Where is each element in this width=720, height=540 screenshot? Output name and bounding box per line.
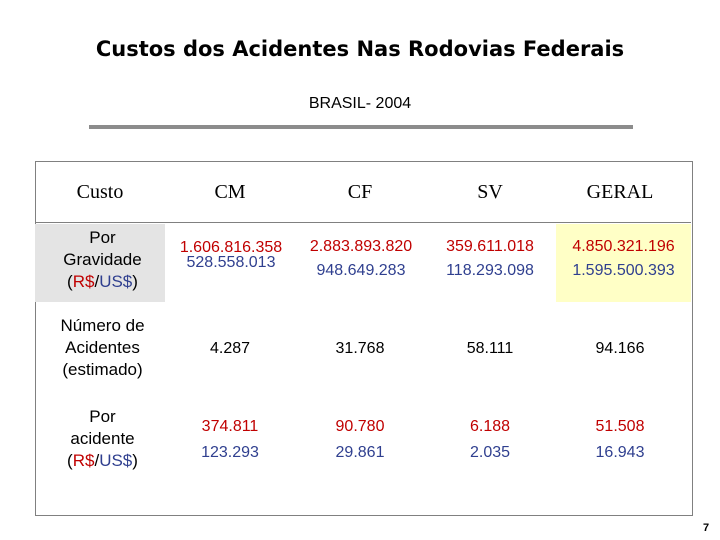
row-label-line: Gravidade bbox=[63, 250, 142, 269]
row-label-line: (estimado) bbox=[62, 360, 143, 379]
row-label-line: acidente bbox=[70, 429, 135, 448]
slide-title: Custos dos Acidentes Nas Rodovias Federa… bbox=[95, 37, 625, 61]
cell-gravidade-sv: 359.611.018 118.293.098 bbox=[425, 236, 555, 282]
value-usd: 528.558.013 bbox=[186, 254, 276, 271]
header-cf: CF bbox=[347, 181, 373, 203]
row-label-line: Por bbox=[89, 228, 116, 247]
value-brl: 4.850.321.196 bbox=[572, 238, 675, 255]
value-usd: 16.943 bbox=[595, 444, 645, 461]
cell-acidentes-cf: 31.768 bbox=[335, 340, 385, 357]
value-usd: 29.861 bbox=[335, 444, 385, 461]
currency-brl: R$ bbox=[72, 451, 95, 470]
cost-table bbox=[35, 161, 693, 516]
cell-acidentes-geral: 94.166 bbox=[595, 340, 645, 357]
currency-label: (R$/US$) bbox=[67, 451, 138, 470]
cell-por-acidente-cf: 90.780 29.861 bbox=[300, 416, 420, 464]
cell-por-acidente-cm: 374.811 123.293 bbox=[170, 416, 290, 464]
value-brl: 6.188 bbox=[469, 418, 511, 435]
cell-por-acidente-geral: 51.508 16.943 bbox=[560, 416, 680, 464]
gravity-total-highlight bbox=[556, 224, 691, 302]
value-brl: 359.611.018 bbox=[446, 238, 534, 255]
header-divider bbox=[36, 222, 691, 223]
row-label-line: Acidentes bbox=[65, 338, 140, 357]
header-custo: Custo bbox=[76, 181, 124, 203]
cell-acidentes-cm: 4.287 bbox=[209, 340, 251, 357]
row-label-por-acidente: Por acidente (R$/US$) bbox=[35, 406, 170, 472]
row-label-line: Número de bbox=[60, 316, 145, 335]
value-brl: 2.883.893.820 bbox=[309, 238, 413, 255]
value-usd: 1.595.500.393 bbox=[572, 262, 675, 279]
header-sv: SV bbox=[477, 181, 503, 203]
currency-label: (R$/US$) bbox=[67, 272, 138, 291]
value-usd: 948.649.283 bbox=[316, 262, 406, 279]
cell-gravidade-geral: 4.850.321.196 1.595.500.393 bbox=[556, 236, 691, 282]
value-brl: 51.508 bbox=[595, 418, 645, 435]
row-label-gravidade: Por Gravidade (R$/US$) bbox=[35, 227, 170, 293]
cell-por-acidente-sv: 6.188 2.035 bbox=[430, 416, 550, 464]
gravity-label-highlight bbox=[35, 224, 165, 302]
currency-usd: US$ bbox=[99, 451, 133, 470]
header-cm: CM bbox=[214, 181, 246, 203]
currency-usd: US$ bbox=[99, 272, 133, 291]
cell-acidentes-sv: 58.111 bbox=[466, 340, 514, 357]
value-usd: 2.035 bbox=[469, 444, 511, 461]
page-number: 7 bbox=[703, 522, 710, 534]
value-brl: 374.811 bbox=[201, 418, 259, 435]
header-geral: GERAL bbox=[586, 181, 654, 203]
value-usd: 118.293.098 bbox=[446, 262, 534, 279]
currency-brl: R$ bbox=[72, 272, 95, 291]
cell-gravidade-cm: 1.606.816.358 528.558.013 bbox=[168, 237, 294, 274]
slide-subtitle: BRASIL- 2004 bbox=[308, 95, 412, 112]
row-label-acidentes: Número de Acidentes (estimado) bbox=[35, 315, 170, 381]
value-brl: 90.780 bbox=[335, 418, 385, 435]
value-brl: 1.606.816.358 bbox=[179, 239, 283, 256]
row-label-line: Por bbox=[89, 407, 116, 426]
value-usd: 123.293 bbox=[201, 444, 259, 461]
cell-gravidade-cf: 2.883.893.820 948.649.283 bbox=[296, 236, 426, 282]
title-underline bbox=[89, 125, 633, 129]
